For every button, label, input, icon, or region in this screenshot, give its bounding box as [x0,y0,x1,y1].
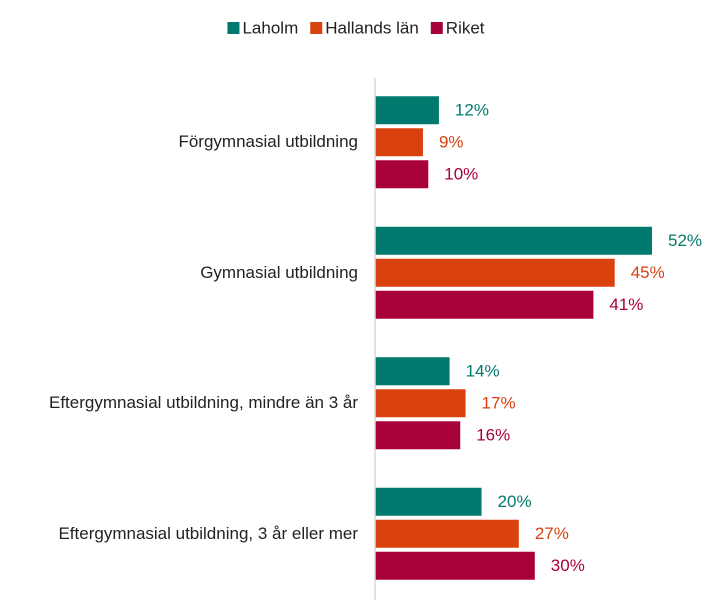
value-label: 30% [551,556,585,575]
value-label: 17% [482,394,516,413]
bar [375,226,652,255]
category-label: Eftergymnasial utbildning, 3 år eller me… [8,523,358,545]
bar [375,551,535,580]
legend-label: Hallands län [325,18,419,37]
bar [375,96,439,125]
category-label: Gymnasial utbildning [8,262,358,284]
value-label: 27% [535,524,569,543]
bar [375,487,482,516]
category-label: Eftergymnasial utbildning, mindre än 3 å… [8,392,358,414]
legend-swatch [227,22,240,34]
category-text: Gymnasial utbildning [200,262,358,282]
bar [375,357,450,386]
legend-label: Laholm [242,18,298,37]
value-label: 14% [466,362,500,381]
bar [375,160,429,189]
category-text: Eftergymnasial utbildning, mindre än 3 å… [49,393,358,413]
value-label: 12% [455,101,489,120]
bar [375,258,615,287]
value-label: 20% [498,492,532,511]
bar [375,290,594,319]
bar [375,128,423,157]
category-text: Eftergymnasial utbildning, 3 år eller me… [58,523,358,543]
bar [375,421,461,450]
category-label: Förgymnasial utbildning [8,131,358,153]
value-label: 10% [444,165,478,184]
value-label: 9% [439,133,464,152]
bar [375,519,519,548]
value-label: 52% [668,231,702,250]
legend-swatch [430,22,443,34]
value-label: 45% [631,263,665,282]
category-text: Förgymnasial utbildning [178,132,358,152]
legend-label: Riket [446,18,485,37]
bar [375,389,466,418]
legend-swatch [310,22,323,34]
value-label: 16% [476,426,510,445]
value-label: 41% [609,295,643,314]
